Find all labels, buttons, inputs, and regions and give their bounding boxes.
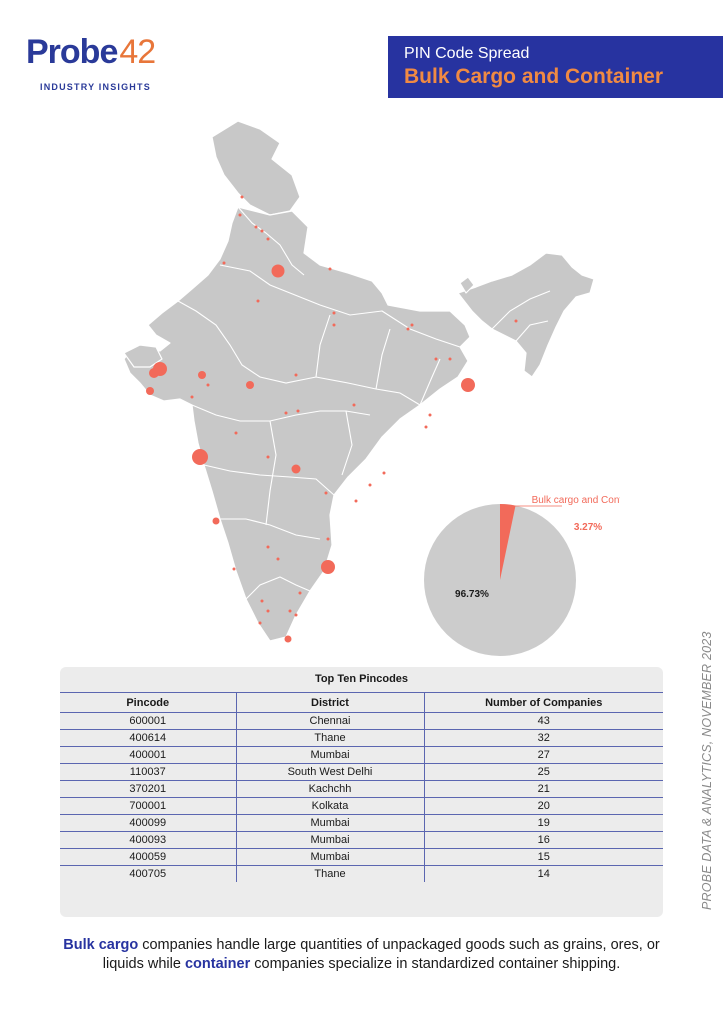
share-pie-chart: Bulk cargo and Container 3.27% 96.73% (424, 495, 620, 656)
cell-pincode: 400705 (129, 868, 167, 880)
cell-companies: 16 (423, 831, 663, 849)
cell-pincode: 400614 (60, 729, 236, 747)
cell-pincode: 400059 (60, 848, 236, 866)
cell-companies: 21 (423, 780, 663, 798)
cell-pincode: 400001 (60, 746, 236, 764)
table-title: Top Ten Pincodes (314, 673, 409, 685)
top-pincodes-table: Top Ten Pincodes Pincode District Number… (60, 667, 663, 917)
cell-companies: 43 (423, 712, 663, 730)
cell-pincode: 400099 (60, 814, 236, 832)
column-header-companies: Number of Companies (423, 692, 663, 713)
cell-companies: 19 (423, 814, 663, 832)
map-landmass (123, 120, 595, 642)
table-row: 370201 Kachchh 21 (60, 780, 663, 798)
cell-district: Thane (235, 865, 424, 882)
cell-companies: 20 (423, 797, 663, 815)
logo-probe-text: Probe (26, 33, 118, 71)
cell-district: Kolkata (235, 797, 424, 815)
table-header-row: Pincode District Number of Companies (60, 692, 663, 713)
cell-district: Mumbai (235, 831, 424, 849)
cell-pincode: 700001 (60, 797, 236, 815)
map-markers (146, 195, 518, 643)
cell-companies: 15 (423, 848, 663, 866)
cell-district: Thane (235, 729, 424, 747)
cell-companies: 32 (423, 729, 663, 747)
cell-companies: 14 (423, 865, 663, 882)
cell-pincode: 370201 (60, 780, 236, 798)
cell-district: Kachchh (235, 780, 424, 798)
table-row: 400705 Thane 14 (60, 865, 663, 882)
cell-pincode: 110037 (60, 763, 236, 781)
column-header-pincode: Pincode (60, 692, 236, 713)
cell-pincode: 600001 (60, 712, 236, 730)
pincode-table: Pincode District Number of Companies 600… (60, 692, 663, 882)
table-row: 400059 Mumbai 15 (60, 848, 663, 866)
table-row: 700001 Kolkata 20 (60, 797, 663, 815)
pie-other-value: 96.73% (455, 589, 489, 600)
probe42-logo: Probe42 INDUSTRY INSIGHTS (26, 32, 166, 96)
footer-text-part1: companies handle large quantities of unp… (102, 937, 660, 972)
map-state-borders (177, 206, 551, 600)
india-pincode-map (123, 120, 595, 643)
logo-number-text: 42 (119, 33, 156, 71)
table-row: 400093 Mumbai 16 (60, 831, 663, 849)
header-banner: PIN Code Spread Bulk Cargo and Container (388, 36, 723, 98)
cell-district: Chennai (235, 712, 424, 730)
footer-bold-bulk-cargo: Bulk cargo (63, 937, 139, 953)
cell-pincode: 400093 (60, 831, 236, 849)
cell-district: Mumbai (235, 746, 424, 764)
side-source-text: PROBE DATA & ANALYTICS, NOVEMBER 2023 (700, 631, 714, 910)
header-title: Bulk Cargo and Container (404, 65, 664, 88)
cell-district: South West Delhi (235, 763, 424, 781)
cell-companies: 27 (423, 746, 663, 764)
table-row: 400001 Mumbai 27 (60, 746, 663, 764)
table-row: 600001 Chennai 43 (60, 712, 663, 730)
column-header-district: District (235, 692, 424, 713)
logo-wordmark: Probe42 (26, 32, 156, 72)
footer-bold-container: container (184, 956, 251, 972)
table-row: 400099 Mumbai 19 (60, 814, 663, 832)
footer-description: Bulk cargo companies handle large quanti… (60, 936, 663, 974)
header-subtitle: PIN Code Spread (404, 45, 530, 62)
footer-text-part2: companies specialize in standardized con… (250, 956, 621, 972)
pie-callout-label: Bulk cargo and Container (532, 495, 620, 506)
cell-district: Mumbai (235, 814, 424, 832)
cell-companies: 25 (423, 763, 663, 781)
cell-district: Mumbai (235, 848, 424, 866)
logo-tagline: INDUSTRY INSIGHTS (40, 82, 151, 92)
table-row: 110037 South West Delhi 25 (60, 763, 663, 781)
pie-slice-bulk-cargo (500, 504, 516, 580)
table-row: 400614 Thane 32 (60, 729, 663, 747)
pie-callout-value: 3.27% (574, 522, 602, 533)
